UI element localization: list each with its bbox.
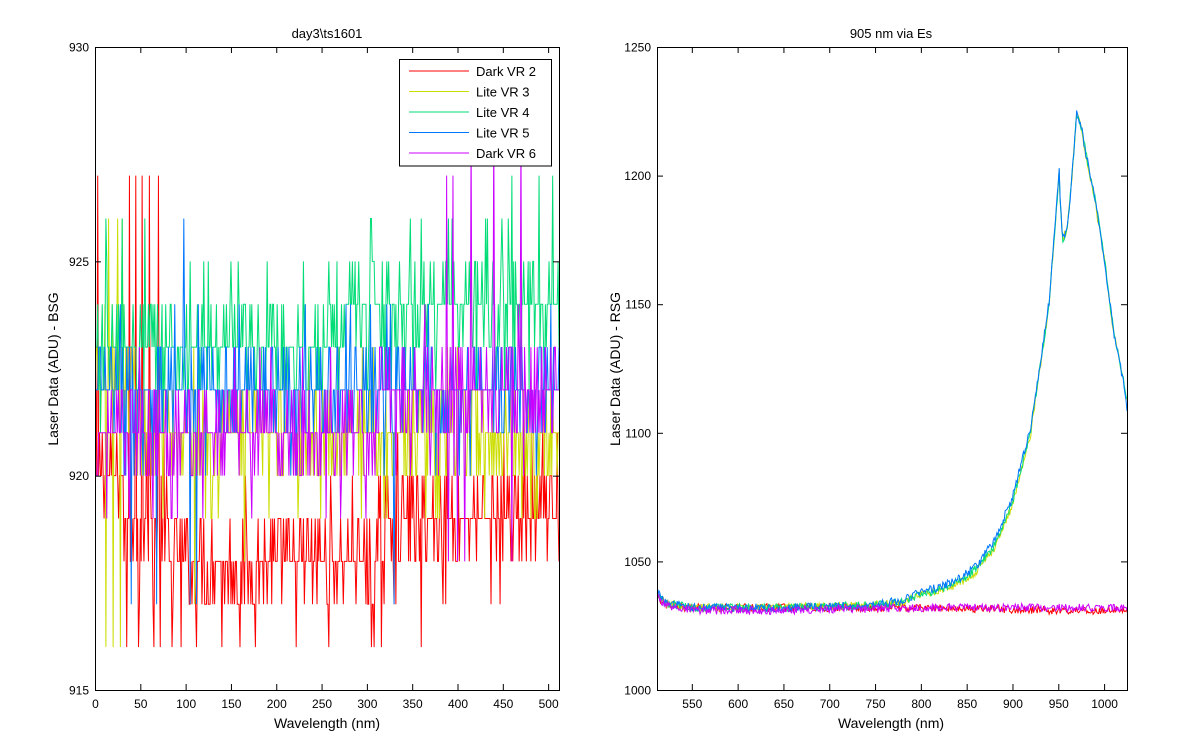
x-tick: 50 [134, 47, 148, 711]
y-tick-label: 925 [69, 255, 89, 269]
x-tick: 550 [682, 47, 703, 711]
y-tick-label: 1100 [625, 426, 651, 440]
right-chart-panel: 905 nm via Es Wavelength (nm) Laser Data… [607, 26, 1128, 731]
legend-label: Lite VR 4 [476, 105, 529, 120]
x-tick-label: 700 [820, 697, 840, 711]
axes-frame [657, 47, 1128, 691]
x-tick: 400 [448, 47, 468, 711]
x-tick: 750 [866, 47, 886, 711]
y-tick: 1150 [625, 298, 1128, 312]
series-line-5 [657, 592, 1127, 616]
x-tick: 0 [92, 47, 99, 711]
axes-frame [95, 47, 560, 691]
right-chart-xlabel: Wavelength (nm) [838, 715, 944, 731]
y-tick: 1250 [624, 41, 1128, 55]
y-tick-label: 1250 [624, 41, 651, 55]
x-tick-label: 250 [312, 697, 332, 711]
x-tick-label: 600 [728, 697, 748, 711]
y-tick-label: 920 [69, 469, 89, 483]
x-tick-label: 500 [539, 697, 559, 711]
x-tick: 600 [728, 47, 748, 711]
x-tick: 650 [774, 47, 794, 711]
x-tick: 300 [357, 47, 378, 711]
x-tick-label: 800 [911, 697, 931, 711]
legend-label: Lite VR 3 [476, 85, 529, 100]
x-tick-label: 750 [866, 697, 886, 711]
legend: Dark VR 2 Lite VR 3 Lite VR 4 Lite VR 5 Dark… [399, 59, 552, 167]
x-tick: 450 [493, 47, 514, 711]
x-tick-label: 350 [403, 697, 423, 711]
x-tick: 350 [403, 47, 423, 711]
series-line-4 [657, 110, 1127, 613]
y-tick: 1000 [624, 684, 1128, 698]
x-tick-label: 150 [221, 697, 241, 711]
x-tick: 150 [221, 47, 242, 711]
y-tick-label: 1000 [624, 684, 651, 698]
x-tick-label: 100 [176, 697, 196, 711]
x-tick: 250 [312, 47, 332, 711]
series-line-2 [657, 112, 1127, 614]
y-tick-label: 915 [69, 684, 89, 698]
y-tick-label: 1150 [625, 298, 651, 312]
legend-item: Lite VR 4 [409, 105, 529, 120]
legend-label: Dark VR 6 [476, 146, 536, 161]
y-tick: 925 [69, 255, 560, 269]
x-tick: 950 [1049, 47, 1069, 711]
legend-item: Lite VR 5 [409, 126, 529, 141]
x-tick: 850 [957, 47, 978, 711]
legend-item: Dark VR 6 [409, 146, 536, 161]
x-tick: 100 [176, 47, 196, 711]
x-tick-label: 950 [1049, 697, 1069, 711]
y-tick-label: 1050 [624, 555, 651, 569]
right-chart-ylabel: Laser Data (ADU) - RSG [607, 292, 623, 446]
series-line-5 [95, 132, 559, 562]
x-tick-label: 850 [957, 697, 977, 711]
y-tick: 1100 [625, 426, 1128, 440]
x-tick-label: 550 [682, 697, 702, 711]
y-tick-label: 1200 [624, 169, 651, 183]
y-tick: 920 [69, 469, 560, 483]
series-line-3 [95, 175, 559, 433]
y-tick: 915 [69, 684, 560, 698]
x-tick: 200 [267, 47, 287, 711]
legend-label: Lite VR 5 [476, 126, 529, 141]
left-chart-panel: day3\ts1601 Wavelength (nm) Laser Data (… [45, 26, 560, 731]
x-tick-label: 200 [267, 697, 287, 711]
right-chart-title: 905 nm via Es [850, 26, 933, 41]
y-tick-label: 930 [69, 41, 89, 55]
x-tick-label: 0 [92, 697, 99, 711]
y-tick: 1050 [624, 555, 1128, 569]
series-line-3 [657, 114, 1127, 614]
x-tick-label: 900 [1003, 697, 1023, 711]
series-line-1 [95, 175, 559, 648]
x-tick: 700 [820, 47, 840, 711]
legend-item: Dark VR 2 [409, 64, 536, 79]
x-tick: 800 [911, 47, 932, 711]
plot-area [95, 132, 559, 648]
x-tick-label: 50 [134, 697, 148, 711]
x-tick-label: 650 [774, 697, 794, 711]
x-tick: 500 [539, 47, 559, 711]
legend-label: Dark VR 2 [476, 64, 536, 79]
plot-area [657, 110, 1127, 616]
left-chart-xlabel: Wavelength (nm) [274, 715, 380, 731]
x-tick-label: 450 [493, 697, 513, 711]
left-chart-title: day3\ts1601 [292, 26, 363, 41]
x-tick-label: 1000 [1091, 697, 1118, 711]
left-chart-ylabel: Laser Data (ADU) - BSG [45, 292, 61, 445]
x-tick-label: 300 [357, 697, 377, 711]
x-tick: 900 [1003, 47, 1023, 711]
y-tick: 1200 [624, 169, 1128, 183]
x-tick-label: 400 [448, 697, 468, 711]
legend-item: Lite VR 3 [409, 85, 529, 100]
y-tick: 930 [69, 41, 560, 55]
x-tick: 1000 [1091, 47, 1118, 711]
